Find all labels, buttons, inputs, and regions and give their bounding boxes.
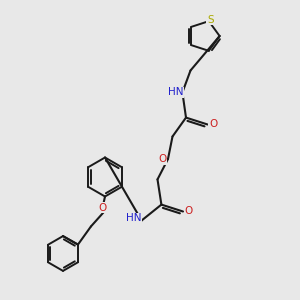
- Text: S: S: [207, 15, 214, 25]
- Text: HN: HN: [126, 213, 142, 224]
- Text: O: O: [209, 119, 217, 130]
- Text: O: O: [158, 154, 167, 164]
- Text: O: O: [184, 206, 193, 217]
- Text: HN: HN: [168, 87, 184, 98]
- Text: O: O: [99, 203, 107, 213]
